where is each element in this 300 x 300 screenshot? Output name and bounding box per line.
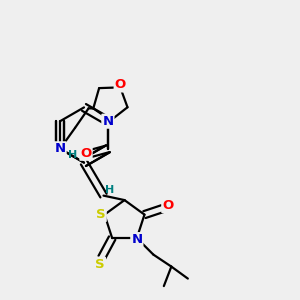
Text: N: N xyxy=(55,142,66,155)
Text: N: N xyxy=(102,115,113,128)
Text: S: S xyxy=(96,208,106,221)
Text: O: O xyxy=(115,79,126,92)
Text: O: O xyxy=(162,199,173,212)
Text: N: N xyxy=(131,233,142,246)
Text: O: O xyxy=(80,147,92,160)
Text: S: S xyxy=(95,258,105,271)
Text: H: H xyxy=(68,150,77,161)
Text: H: H xyxy=(106,185,115,195)
